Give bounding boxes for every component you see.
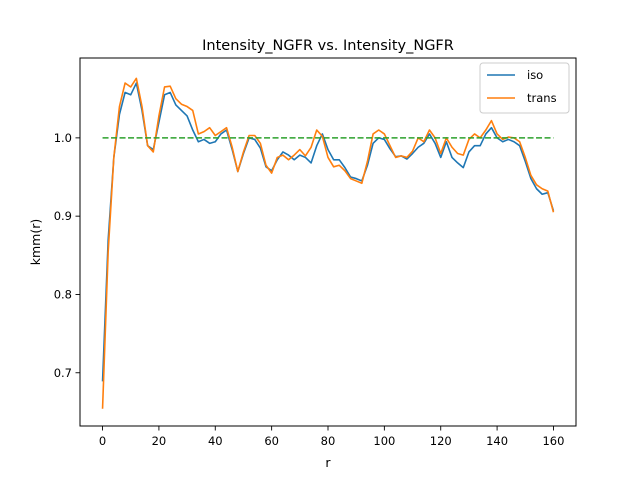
plot-area — [101, 77, 555, 409]
x-axis-label: r — [325, 455, 331, 470]
series-line-iso — [101, 82, 555, 382]
series-line-trans — [101, 77, 555, 409]
legend-label-iso: iso — [527, 68, 543, 82]
x-tick-label: 160 — [542, 434, 564, 448]
y-tick-label: 0.9 — [54, 209, 72, 223]
x-tick-label: 0 — [99, 434, 106, 448]
x-tick-label: 80 — [321, 434, 336, 448]
y-tick-label: 0.8 — [54, 287, 72, 301]
y-axis-label: kmm(r) — [28, 219, 43, 265]
legend-box — [479, 62, 570, 114]
x-tick-label: 60 — [264, 434, 279, 448]
chart-title: Intensity_NGFR vs. Intensity_NGFR — [202, 38, 454, 54]
x-tick-label: 120 — [430, 434, 452, 448]
x-tick-label: 100 — [373, 434, 395, 448]
x-tick-label: 140 — [486, 434, 508, 448]
legend: iso trans — [479, 62, 570, 114]
x-tick-label: 40 — [208, 434, 223, 448]
y-tick-label: 0.7 — [54, 366, 72, 380]
y-tick-label: 1.0 — [54, 131, 72, 145]
x-tick-label: 20 — [152, 434, 167, 448]
legend-label-trans: trans — [527, 91, 557, 105]
